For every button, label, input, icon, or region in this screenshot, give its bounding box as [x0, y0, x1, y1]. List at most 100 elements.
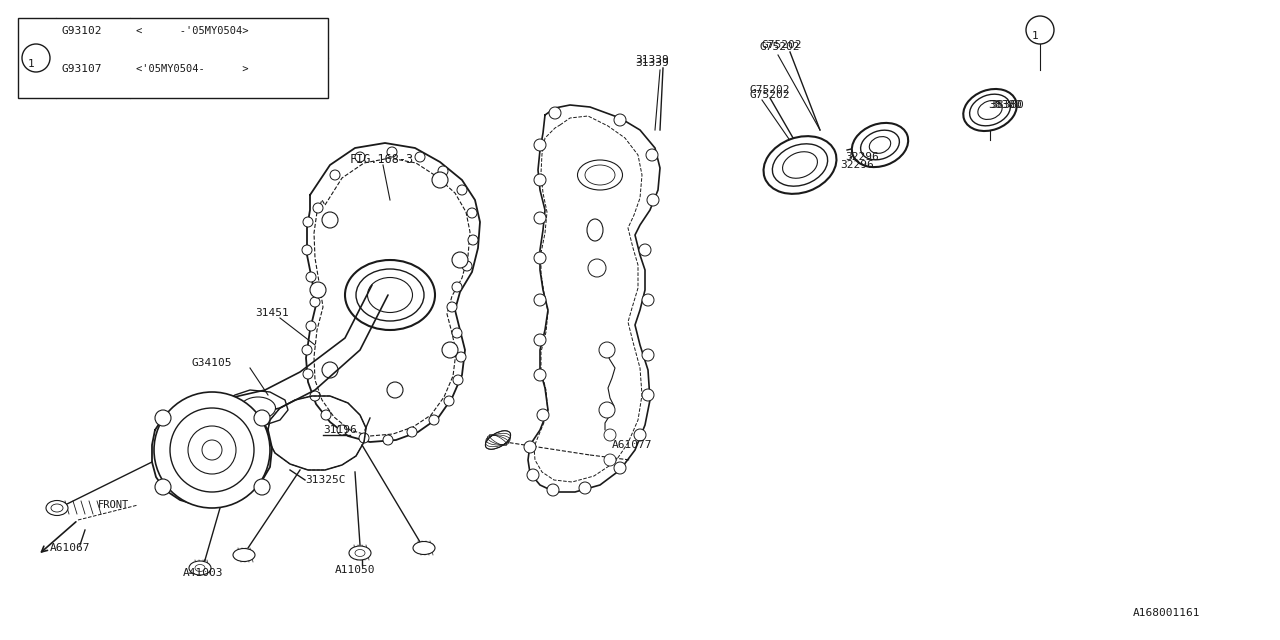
Circle shape: [355, 152, 365, 162]
Circle shape: [462, 261, 472, 271]
Text: 32296: 32296: [840, 160, 874, 170]
Circle shape: [1027, 16, 1053, 44]
Circle shape: [383, 435, 393, 445]
Circle shape: [22, 44, 50, 72]
Text: G75202: G75202: [760, 42, 800, 52]
Ellipse shape: [233, 548, 255, 561]
Circle shape: [634, 429, 646, 441]
Circle shape: [415, 152, 425, 162]
Circle shape: [614, 462, 626, 474]
Text: 31196: 31196: [323, 425, 357, 435]
Text: <'05MY0504-      >: <'05MY0504- >: [136, 64, 248, 74]
Circle shape: [643, 294, 654, 306]
Circle shape: [588, 259, 605, 277]
Circle shape: [310, 297, 320, 307]
Ellipse shape: [355, 550, 365, 557]
Circle shape: [527, 469, 539, 481]
Polygon shape: [230, 390, 288, 425]
Circle shape: [387, 382, 403, 398]
Circle shape: [534, 212, 547, 224]
Circle shape: [358, 433, 369, 443]
Circle shape: [154, 392, 270, 508]
Circle shape: [614, 114, 626, 126]
Ellipse shape: [367, 278, 412, 312]
Circle shape: [604, 454, 616, 466]
Circle shape: [646, 194, 659, 206]
Circle shape: [604, 429, 616, 441]
Circle shape: [534, 334, 547, 346]
Circle shape: [457, 185, 467, 195]
Circle shape: [302, 245, 312, 255]
Ellipse shape: [851, 123, 909, 167]
Text: G93102: G93102: [61, 26, 102, 36]
Circle shape: [302, 345, 312, 355]
Circle shape: [538, 409, 549, 421]
Circle shape: [534, 139, 547, 151]
Text: G34105: G34105: [192, 358, 233, 368]
Circle shape: [155, 410, 172, 426]
Circle shape: [534, 174, 547, 186]
Circle shape: [170, 408, 253, 492]
Text: 32296: 32296: [845, 152, 879, 162]
Ellipse shape: [588, 219, 603, 241]
Circle shape: [599, 342, 614, 358]
Circle shape: [447, 302, 457, 312]
Text: FRONT: FRONT: [99, 500, 129, 510]
Text: G75202: G75202: [750, 85, 791, 95]
Ellipse shape: [46, 500, 68, 515]
Ellipse shape: [485, 431, 511, 449]
Circle shape: [452, 282, 462, 292]
Circle shape: [330, 170, 340, 180]
Ellipse shape: [349, 546, 371, 560]
Circle shape: [599, 402, 614, 418]
Circle shape: [407, 427, 417, 437]
Text: A11050: A11050: [335, 565, 375, 575]
Ellipse shape: [413, 541, 435, 554]
Circle shape: [467, 208, 477, 218]
Circle shape: [646, 149, 658, 161]
Circle shape: [579, 482, 591, 494]
Circle shape: [303, 217, 314, 227]
Ellipse shape: [782, 152, 818, 179]
Ellipse shape: [51, 504, 63, 512]
Ellipse shape: [585, 165, 614, 185]
Circle shape: [438, 166, 448, 176]
Circle shape: [323, 362, 338, 378]
Circle shape: [452, 328, 462, 338]
Text: FIG.168-3: FIG.168-3: [349, 153, 415, 166]
Circle shape: [468, 235, 477, 245]
Text: A168001161: A168001161: [1133, 608, 1201, 618]
Circle shape: [337, 425, 347, 435]
Circle shape: [643, 389, 654, 401]
Text: G75202: G75202: [762, 40, 803, 50]
Circle shape: [549, 107, 561, 119]
Circle shape: [321, 410, 332, 420]
Text: 38380: 38380: [988, 100, 1021, 110]
Ellipse shape: [869, 136, 891, 154]
Ellipse shape: [764, 136, 836, 194]
Circle shape: [303, 369, 314, 379]
Circle shape: [253, 410, 270, 426]
Circle shape: [453, 375, 463, 385]
Circle shape: [188, 426, 236, 474]
Circle shape: [444, 396, 454, 406]
Text: <      -'05MY0504>: < -'05MY0504>: [136, 26, 248, 36]
Circle shape: [456, 352, 466, 362]
Circle shape: [639, 244, 652, 256]
Text: 31339: 31339: [635, 58, 668, 68]
Circle shape: [534, 252, 547, 264]
Text: 1: 1: [28, 59, 35, 69]
Text: 31339: 31339: [635, 55, 668, 65]
Text: A41003: A41003: [183, 568, 224, 578]
Ellipse shape: [189, 561, 211, 575]
Circle shape: [433, 172, 448, 188]
Text: G75202: G75202: [750, 90, 791, 100]
Circle shape: [429, 415, 439, 425]
Circle shape: [306, 272, 316, 282]
Circle shape: [314, 203, 323, 213]
Text: 1: 1: [1032, 31, 1038, 41]
Circle shape: [524, 441, 536, 453]
Circle shape: [306, 321, 316, 331]
Ellipse shape: [241, 397, 275, 419]
Text: G93107: G93107: [61, 64, 102, 74]
